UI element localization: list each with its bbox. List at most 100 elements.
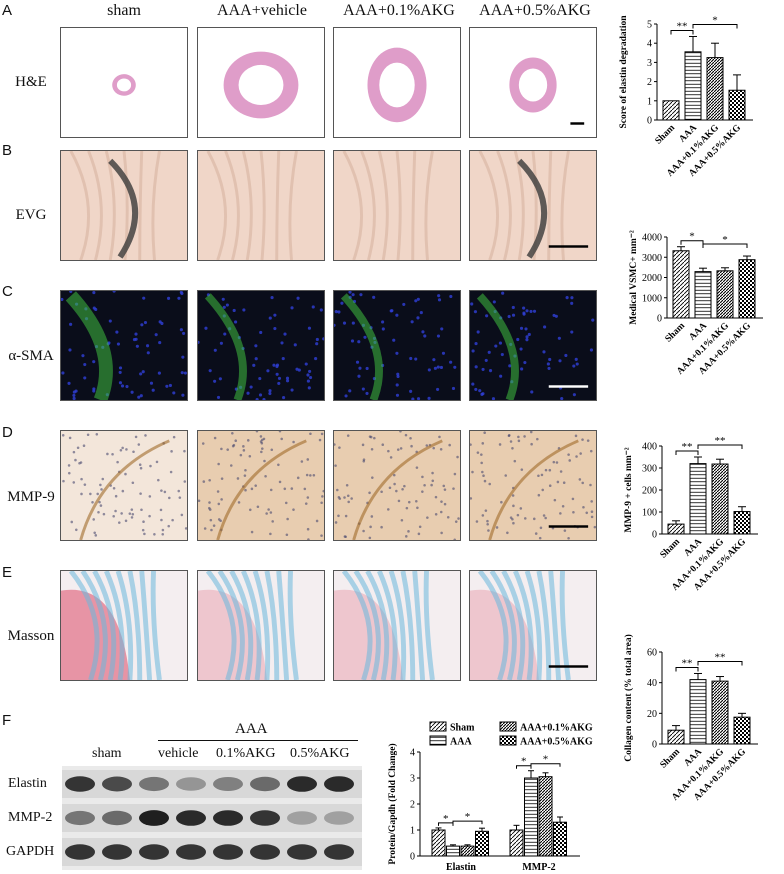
y-tick-label: 0	[652, 530, 657, 541]
bar-2	[684, 51, 702, 121]
micrograph-sma-3	[333, 290, 461, 401]
blot-band	[102, 810, 132, 826]
legend-swatch	[429, 721, 447, 732]
y-axis-label: MMP-9 + cells mm⁻²	[624, 447, 634, 532]
y-tick-label: 400	[642, 442, 657, 453]
wb-lane-01akg: 0.1%AKG	[216, 746, 276, 761]
legend-swatch	[499, 735, 517, 746]
bar-1-1	[524, 777, 538, 857]
blot-band	[139, 810, 169, 826]
bar-1	[672, 250, 690, 319]
row-label-mmp9: MMP-9	[7, 489, 55, 505]
micrograph-mmp-2	[197, 430, 325, 541]
panel-label-d: D	[2, 424, 13, 441]
panel-label-c: C	[2, 283, 13, 300]
blot-band	[176, 810, 206, 826]
micrograph-he-1	[60, 27, 188, 138]
bar-2	[694, 271, 712, 319]
panel-label-f: F	[2, 712, 12, 729]
y-tick-label: 0	[657, 314, 662, 325]
sig-bracket	[702, 243, 748, 249]
micrograph-sma-2	[197, 290, 325, 401]
sig-bracket	[438, 822, 454, 826]
legend-label: AAA+0.5%AKG	[520, 737, 593, 748]
y-tick-label: 2	[647, 77, 652, 88]
bar-1-3	[553, 821, 567, 857]
bar-3	[716, 270, 734, 319]
x-tick-label: Sham	[664, 321, 688, 345]
blot-band	[65, 776, 95, 792]
y-axis-label: Collagen content (% total area)	[623, 634, 634, 762]
sig-marker: *	[722, 234, 728, 246]
sig-bracket	[530, 763, 561, 767]
y-tick-label: 2000	[642, 273, 662, 284]
y-tick-label: 0	[647, 116, 652, 127]
y-tick-label: 4	[647, 39, 652, 50]
bar-4	[733, 511, 751, 535]
bar-1	[667, 729, 685, 745]
sig-marker: *	[465, 811, 471, 823]
micrograph-evg-3	[333, 150, 461, 261]
row-label-he: H&E	[15, 74, 47, 90]
sig-bracket	[692, 23, 738, 29]
blot-band	[65, 844, 95, 860]
blot-band	[176, 777, 206, 791]
column-header-vehicle: AAA+vehicle	[217, 2, 307, 19]
micrograph-mmp-1	[60, 430, 188, 541]
micrograph-evg-4	[469, 150, 597, 261]
row-label-evg: EVG	[15, 207, 47, 223]
wb-protein-mmp2: MMP-2	[8, 810, 53, 825]
wb-group-bracket	[158, 740, 358, 741]
sig-marker: **	[682, 441, 693, 453]
panel-label-a: A	[2, 2, 13, 19]
sig-bracket	[452, 820, 483, 825]
legend-label: Sham	[450, 723, 475, 734]
y-tick-label: 0	[410, 852, 415, 863]
y-tick-label: 3	[647, 58, 652, 69]
micrograph-masson-3	[333, 570, 461, 681]
micrograph-he-4	[469, 27, 597, 138]
bar-2	[689, 463, 707, 535]
bar-1	[662, 100, 680, 121]
bar-4	[733, 716, 751, 745]
y-tick-label: 100	[642, 508, 657, 519]
bar-0-1	[446, 845, 460, 857]
blot-band	[65, 810, 95, 826]
blot-band	[176, 844, 206, 860]
panel-label-b: B	[2, 142, 13, 159]
y-tick-label: 3000	[642, 253, 662, 264]
y-tick-label: 1	[410, 826, 415, 837]
sig-marker: **	[715, 651, 726, 663]
sig-marker: *	[443, 813, 449, 825]
blot-band	[324, 811, 354, 825]
blot-band	[139, 776, 169, 792]
blot-band	[250, 844, 280, 860]
bar-4	[738, 259, 756, 319]
wb-group-label: AAA	[235, 721, 268, 737]
chart-collagen: 0 20 40 60 Collagen content (% total area) Sh…	[623, 634, 758, 803]
bar-0-0	[431, 829, 446, 857]
bar-1-0	[509, 829, 524, 857]
row-label-masson: Masson	[7, 628, 55, 644]
y-tick-label: 2	[410, 800, 415, 811]
column-header-01akg: AAA+0.1%AKG	[343, 2, 455, 19]
wb-lane-sham: sham	[92, 746, 122, 761]
row-label-sma: α-SMA	[8, 348, 54, 364]
legend-swatch	[429, 735, 447, 746]
sig-bracket	[697, 444, 743, 449]
y-tick-label: 1000	[642, 293, 662, 304]
y-tick-label: 5	[647, 20, 652, 31]
x-tick-label: Sham	[654, 123, 678, 147]
sig-bracket	[697, 660, 743, 666]
wb-lane-05akg: 0.5%AKG	[290, 746, 350, 761]
panel-label-e: E	[2, 564, 13, 581]
bar-1-2	[538, 776, 553, 857]
y-tick-label: 3	[410, 774, 415, 785]
micrograph-he-2	[197, 27, 325, 138]
bar-1	[667, 523, 685, 535]
western-blot-image	[62, 766, 362, 870]
y-tick-label: 4	[410, 748, 415, 759]
sig-marker: *	[521, 756, 527, 768]
micrograph-sma-1	[60, 290, 188, 401]
